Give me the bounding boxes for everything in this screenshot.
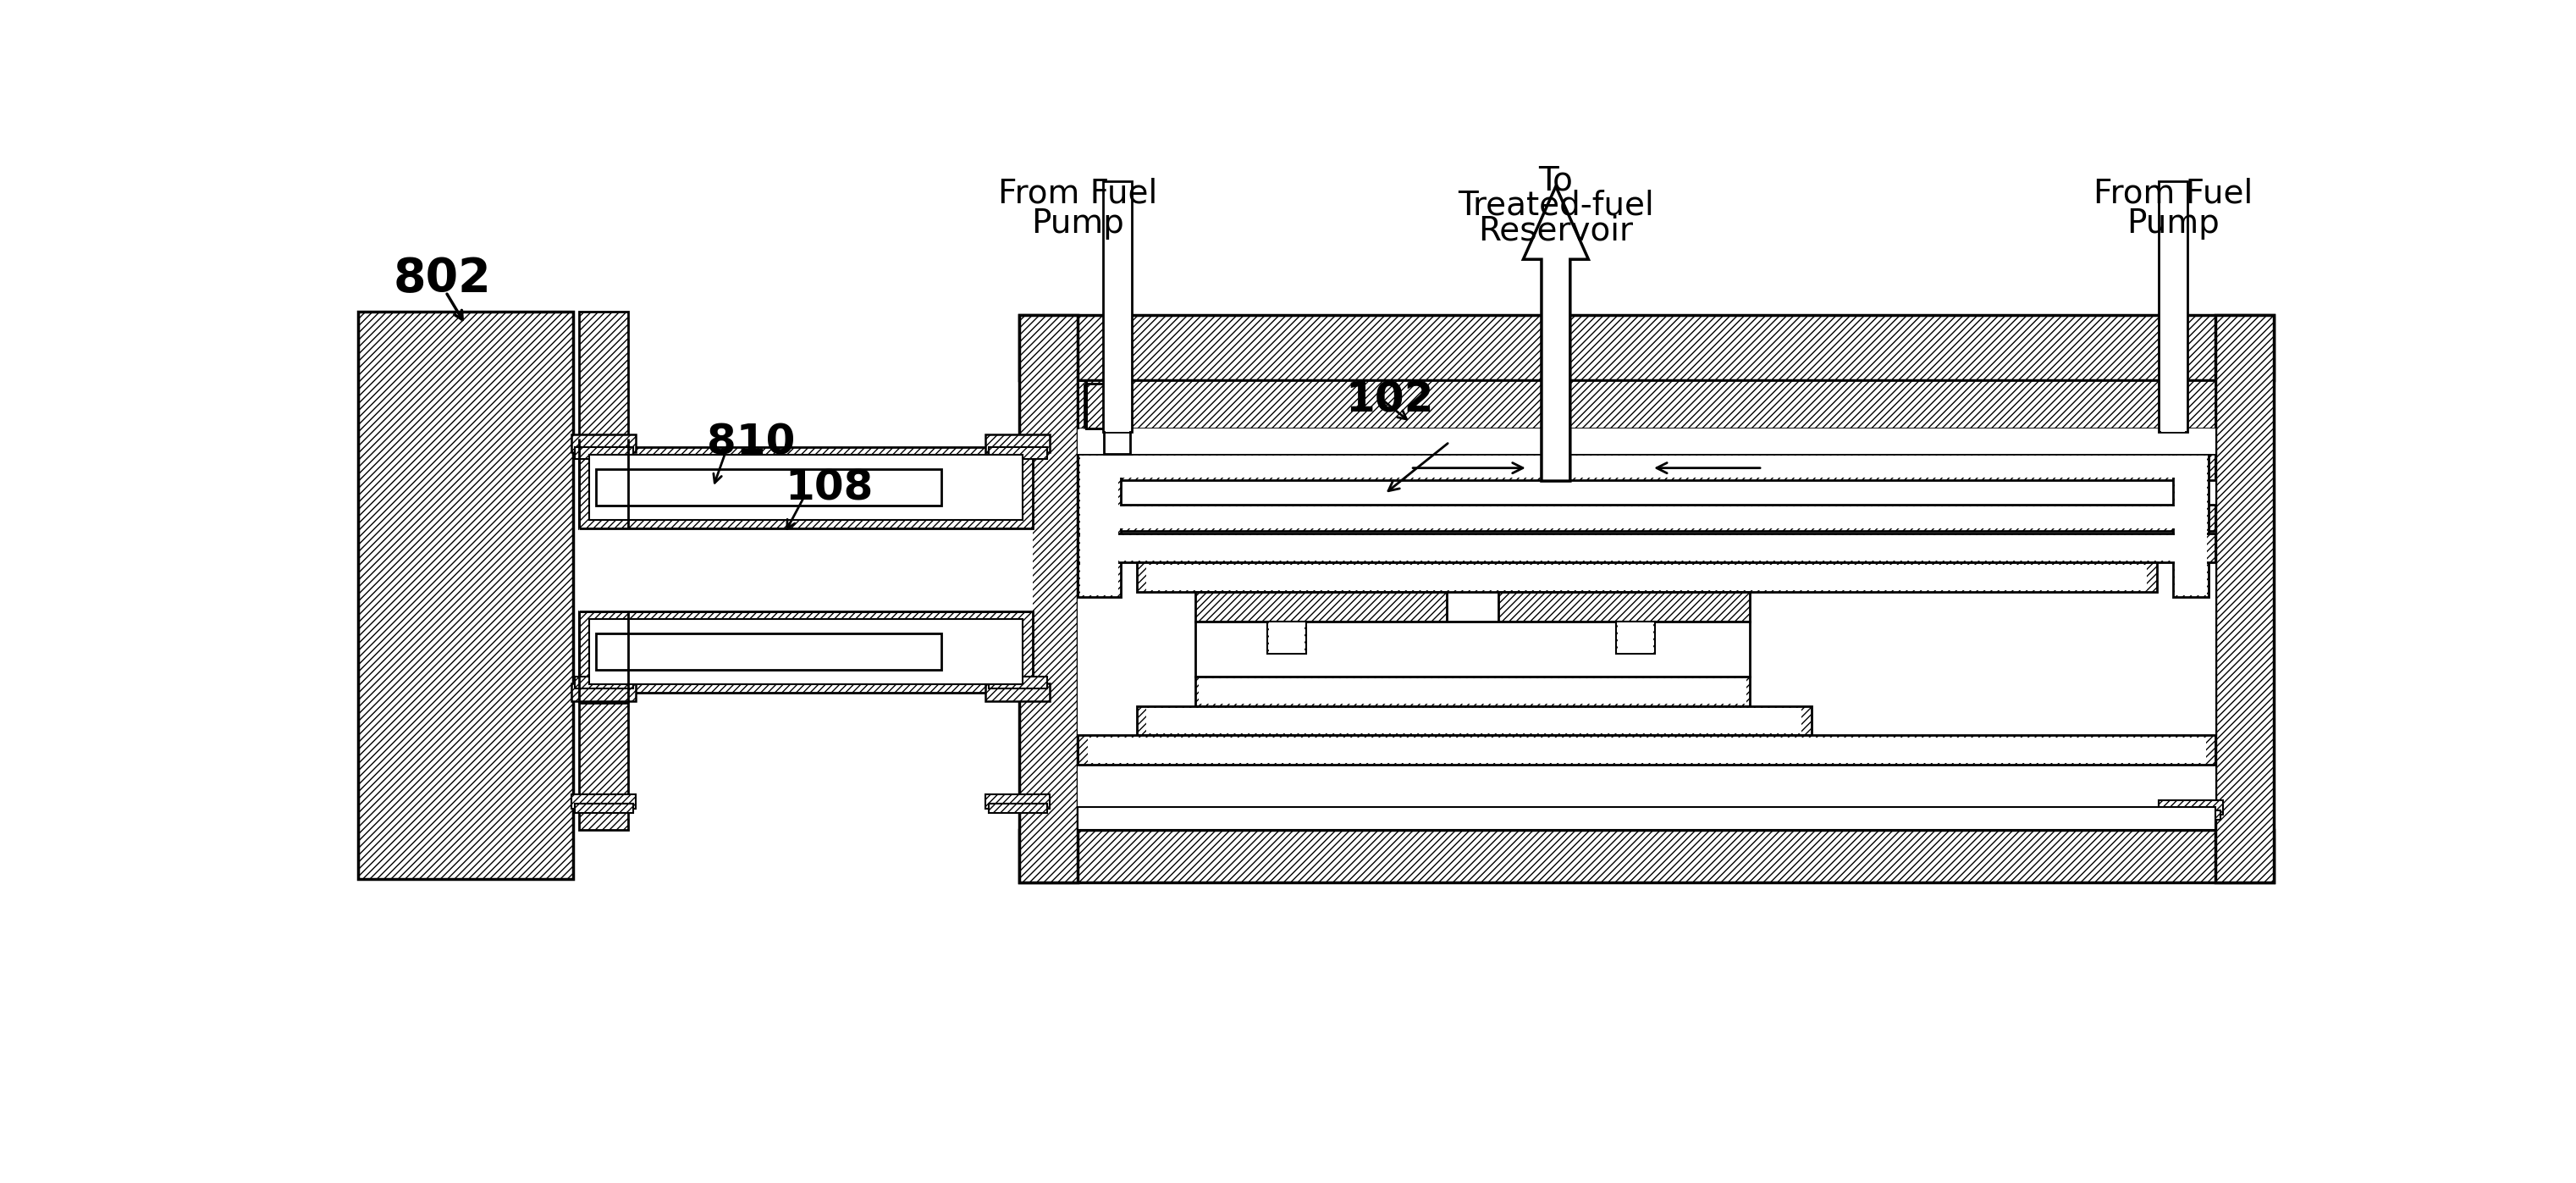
Bar [1499,592,1749,621]
Bar [580,447,1033,529]
Bar [595,634,940,670]
Text: To: To [1538,164,1574,196]
Bar [580,703,629,829]
Bar [1077,807,2215,829]
Bar [1077,504,2215,531]
Bar [989,803,1046,813]
Bar [1136,563,2156,592]
Bar [590,619,1023,685]
Text: From Fuel: From Fuel [2094,177,2254,211]
Bar [989,447,1046,459]
Bar [574,677,634,689]
Bar [1195,677,1749,706]
Bar [1087,455,2208,478]
Bar [1198,679,1747,704]
Bar [590,455,1023,521]
Bar [1020,315,2275,380]
Text: 802: 802 [394,256,492,302]
Bar [574,447,634,459]
Bar [572,434,636,452]
Bar [1077,534,2215,563]
Bar [1020,315,1077,883]
Bar [2174,455,2208,595]
Text: 102: 102 [1345,380,1435,421]
Text: Pump: Pump [1030,207,1126,239]
Bar [1270,622,1303,653]
Bar [1615,621,1654,654]
Bar [1195,592,1445,621]
Bar [1618,622,1654,653]
Text: Treated-fuel: Treated-fuel [1458,189,1654,221]
Bar [1077,380,2215,829]
Bar [1105,183,1128,432]
Bar [987,683,1051,702]
Bar [987,434,1051,452]
Bar [1136,706,1811,736]
Bar [1077,453,2215,480]
Bar [595,470,940,506]
Bar [1105,181,1131,387]
Bar [1087,535,2205,561]
Bar [574,803,634,813]
Text: Reservoir: Reservoir [1479,215,1633,247]
Bar [2159,801,2223,815]
Bar [1077,736,2215,764]
Text: Pump: Pump [2128,207,2221,239]
Bar [580,612,1033,693]
Bar [989,677,1046,689]
Bar [1146,564,2146,590]
Bar [987,794,1051,808]
Bar [572,794,636,808]
Bar [1077,453,1121,597]
Bar [1087,737,2205,763]
Bar [580,529,1033,612]
Bar [1079,455,1118,595]
Bar [2215,315,2275,883]
Bar [2174,453,2210,597]
Polygon shape [2159,181,2187,432]
Bar [1267,621,1306,654]
Bar [2161,810,2221,820]
Bar [1146,707,1801,733]
Polygon shape [1077,188,1131,453]
Polygon shape [1522,186,1589,481]
Text: From Fuel: From Fuel [999,177,1157,211]
Bar [358,311,572,879]
Bar [1077,380,2215,429]
Text: 108: 108 [786,468,873,509]
Bar [1195,621,1749,677]
Polygon shape [1103,181,1131,432]
Bar [2161,183,2184,432]
Bar [580,311,629,439]
Bar [572,683,636,702]
Bar [1077,429,2215,453]
Bar [1087,506,2208,529]
Text: 810: 810 [706,422,796,463]
Bar [1020,829,2275,883]
